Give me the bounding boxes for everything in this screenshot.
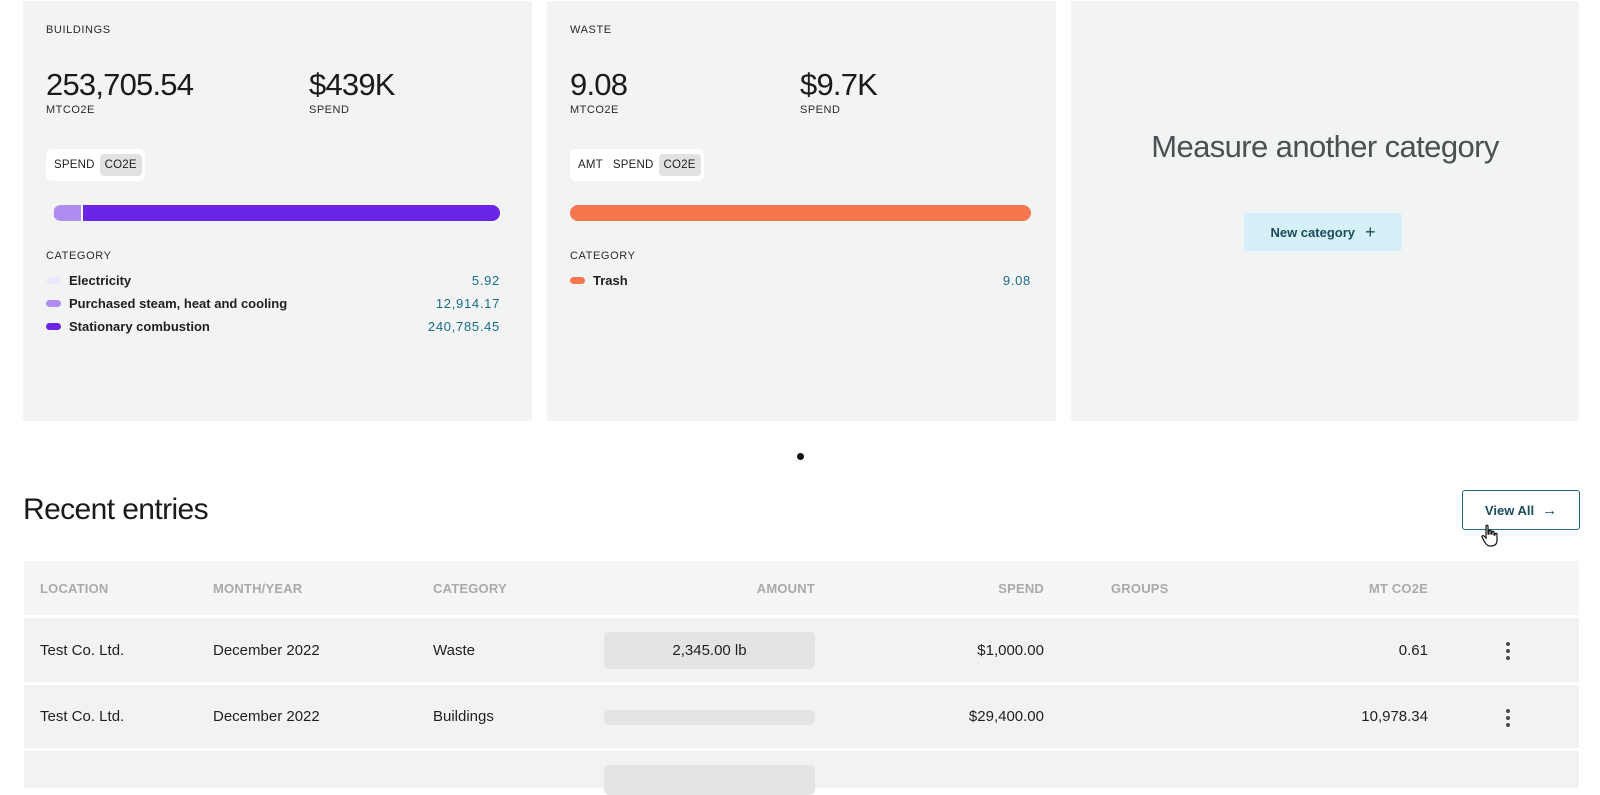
- cell-co2e: 10,978.34: [1361, 708, 1428, 725]
- cell-amount: 2,345.00 lb: [604, 632, 815, 669]
- metric-value: 9.08: [570, 67, 628, 102]
- category-legend: Electricity 5.92 Purchased steam, heat a…: [46, 269, 500, 338]
- legend-label: Electricity: [69, 273, 132, 288]
- measure-category-card: Measure another category New category +: [1071, 1, 1579, 421]
- category-heading: CATEGORY: [570, 250, 636, 262]
- arrow-right-icon: →: [1542, 501, 1558, 519]
- toggle-co2e[interactable]: CO2E: [99, 154, 142, 176]
- view-all-label: View All: [1484, 502, 1535, 518]
- legend-label: Trash: [593, 273, 628, 288]
- table-header: LOCATION MONTH/YEAR CATEGORY AMOUNT SPEN…: [24, 561, 1579, 615]
- legend-item[interactable]: Stationary combustion 240,785.45: [46, 315, 500, 338]
- measure-title: Measure another category: [1151, 129, 1499, 164]
- card-title: WASTE: [570, 24, 612, 36]
- waste-card: WASTE 9.08 MTCO2E $9.7K SPEND AMT SPEND …: [547, 1, 1056, 421]
- legend-item[interactable]: Trash 9.08: [570, 269, 1031, 292]
- category-legend: Trash 9.08: [570, 269, 1031, 292]
- legend-swatch: [46, 277, 61, 284]
- legend-swatch: [46, 300, 61, 307]
- cell-category: Buildings: [433, 708, 494, 725]
- legend-label: Purchased steam, heat and cooling: [69, 296, 288, 311]
- spend-metric: $439K SPEND: [309, 67, 395, 116]
- cell-amount-loading: [604, 710, 815, 725]
- recent-entries-table: LOCATION MONTH/YEAR CATEGORY AMOUNT SPEN…: [24, 561, 1579, 795]
- metric-label: SPEND: [800, 104, 841, 116]
- recent-entries-title: Recent entries: [23, 493, 209, 526]
- legend-value: 240,785.45: [427, 319, 500, 334]
- spend-metric: $9.7K SPEND: [800, 67, 878, 116]
- legend-value: 9.08: [1002, 273, 1031, 288]
- cell-location: Test Co. Ltd.: [40, 642, 125, 659]
- category-cards: BUILDINGS 253,705.54 MTCO2E $439K SPEND …: [23, 1, 1579, 421]
- cell-spend: $29,400.00: [968, 708, 1044, 725]
- legend-swatch: [46, 323, 61, 330]
- view-toggle: AMT SPEND CO2E: [570, 149, 704, 181]
- metric-label: MTCO2E: [570, 104, 619, 116]
- column-header-category[interactable]: CATEGORY: [433, 581, 507, 596]
- toggle-co2e[interactable]: CO2E: [658, 154, 701, 176]
- cell-month: December 2022: [213, 708, 320, 725]
- column-header-groups[interactable]: GROUPS: [1111, 581, 1169, 596]
- metric-value: 253,705.54: [46, 67, 194, 102]
- cell-location: Test Co. Ltd.: [40, 708, 125, 725]
- bar-segment-stationary-combustion: [83, 205, 500, 221]
- cell-amount-loading: [604, 765, 815, 795]
- cell-spend: $1,000.00: [977, 642, 1044, 659]
- table-row[interactable]: Test Co. Ltd. December 2022 Buildings $2…: [24, 682, 1579, 748]
- co2e-metric: 9.08 MTCO2E: [570, 67, 628, 116]
- row-menu-icon[interactable]: [1498, 708, 1518, 728]
- view-toggle: SPEND CO2E: [46, 149, 145, 181]
- table-row[interactable]: Test Co. Ltd. December 2022 Waste 2,345.…: [24, 615, 1579, 682]
- toggle-spend[interactable]: SPEND: [54, 159, 95, 171]
- column-header-spend[interactable]: SPEND: [998, 581, 1044, 596]
- category-breakdown-bar: [53, 205, 500, 221]
- column-header-co2e[interactable]: MT CO2E: [1368, 581, 1428, 596]
- legend-item[interactable]: Purchased steam, heat and cooling 12,914…: [46, 292, 500, 315]
- card-title: BUILDINGS: [46, 24, 111, 36]
- legend-value: 5.92: [471, 273, 500, 288]
- plus-icon: +: [1365, 222, 1376, 242]
- category-heading: CATEGORY: [46, 250, 112, 262]
- metric-value: $439K: [309, 67, 395, 102]
- buildings-card: BUILDINGS 253,705.54 MTCO2E $439K SPEND …: [23, 1, 532, 421]
- cell-month: December 2022: [213, 642, 320, 659]
- bar-segment-steam: [54, 205, 81, 221]
- bar-separator: [81, 205, 83, 221]
- table-row-partial[interactable]: [24, 748, 1579, 795]
- row-menu-icon[interactable]: [1498, 641, 1518, 661]
- co2e-metric: 253,705.54 MTCO2E: [46, 67, 194, 116]
- cell-co2e: 0.61: [1398, 642, 1428, 659]
- new-category-label: New category: [1270, 224, 1356, 240]
- category-breakdown-bar: [570, 205, 1031, 221]
- view-all-button[interactable]: View All →: [1462, 490, 1580, 530]
- carousel-page-dot[interactable]: [797, 453, 804, 460]
- toggle-spend[interactable]: SPEND: [612, 159, 654, 171]
- column-header-location[interactable]: LOCATION: [40, 581, 109, 596]
- metric-value: $9.7K: [800, 67, 878, 102]
- column-header-month[interactable]: MONTH/YEAR: [213, 581, 303, 596]
- metric-label: SPEND: [309, 104, 350, 116]
- toggle-amount[interactable]: AMT: [578, 159, 603, 171]
- metric-label: MTCO2E: [46, 104, 95, 116]
- cell-category: Waste: [433, 642, 475, 659]
- legend-item[interactable]: Electricity 5.92: [46, 269, 500, 292]
- legend-label: Stationary combustion: [69, 319, 210, 334]
- bar-segment-electricity: [53, 205, 54, 221]
- bar-segment-trash: [570, 205, 1031, 221]
- new-category-button[interactable]: New category +: [1244, 213, 1402, 251]
- legend-value: 12,914.17: [435, 296, 500, 311]
- hand-cursor-icon: [1481, 524, 1498, 547]
- column-header-amount[interactable]: AMOUNT: [756, 581, 815, 596]
- legend-swatch: [570, 277, 585, 284]
